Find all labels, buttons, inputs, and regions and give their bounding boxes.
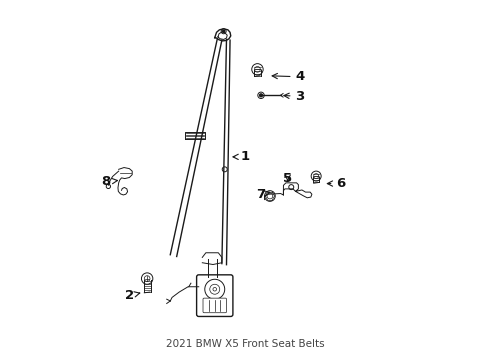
Text: 8: 8	[101, 175, 118, 188]
Text: 7: 7	[256, 188, 270, 201]
Text: 2021 BMW X5 Front Seat Belts: 2021 BMW X5 Front Seat Belts	[166, 339, 324, 349]
Text: 5: 5	[283, 172, 292, 185]
Text: 4: 4	[272, 70, 305, 83]
Circle shape	[260, 94, 263, 97]
Text: 6: 6	[327, 177, 346, 190]
Text: 2: 2	[125, 289, 140, 302]
FancyBboxPatch shape	[203, 298, 226, 313]
FancyBboxPatch shape	[196, 275, 233, 316]
Text: 1: 1	[233, 150, 249, 163]
Text: 3: 3	[284, 90, 305, 103]
Circle shape	[222, 30, 225, 32]
